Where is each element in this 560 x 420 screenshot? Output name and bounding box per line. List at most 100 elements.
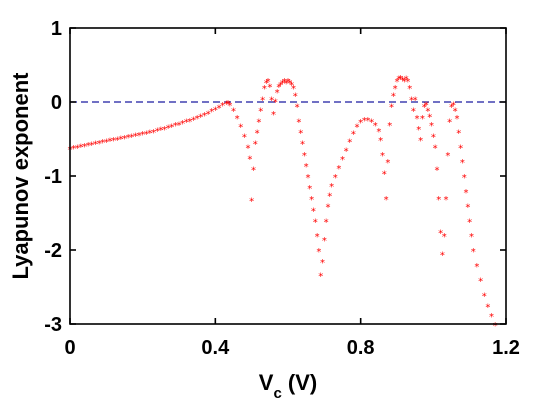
data-point: *: [355, 123, 360, 134]
data-point: *: [358, 118, 363, 129]
data-point: *: [322, 236, 327, 247]
data-point: *: [482, 291, 487, 302]
data-point: *: [296, 118, 301, 129]
data-points-layer: ****************************************…: [68, 74, 498, 332]
x-axis-unit: (V): [282, 370, 317, 395]
data-point: *: [340, 155, 345, 166]
data-point: *: [420, 114, 425, 125]
data-point: *: [454, 114, 459, 125]
data-point: *: [177, 120, 182, 131]
data-point: *: [318, 271, 323, 282]
data-point: *: [260, 95, 265, 106]
data-point: *: [213, 106, 218, 117]
data-point: *: [378, 136, 383, 147]
data-point: *: [451, 100, 456, 111]
data-point: *: [365, 116, 370, 127]
y-axis-title: Lyapunov exponent: [8, 72, 33, 280]
x-axis-title: Vc (V): [259, 370, 317, 402]
data-point: *: [282, 77, 287, 88]
data-point: *: [449, 103, 454, 114]
data-point: *: [407, 84, 412, 95]
data-point: *: [384, 195, 389, 206]
data-point: *: [316, 247, 321, 258]
data-point: *: [329, 182, 334, 193]
data-point: *: [289, 81, 294, 92]
data-point: *: [456, 129, 461, 140]
data-point: *: [387, 121, 392, 132]
data-point: *: [369, 118, 374, 129]
data-point: *: [462, 173, 467, 184]
data-point: *: [434, 166, 439, 177]
data-point: *: [431, 132, 436, 143]
data-point: *: [396, 75, 401, 86]
data-point: *: [202, 111, 207, 122]
data-point: *: [400, 75, 405, 86]
data-point: *: [398, 74, 403, 85]
data-point: *: [100, 138, 105, 149]
data-point: *: [474, 262, 479, 273]
data-point: *: [304, 162, 309, 173]
data-point: *: [137, 131, 142, 142]
y-tick-label: 0: [51, 92, 62, 114]
data-point: *: [169, 123, 174, 134]
data-point: *: [385, 158, 390, 169]
x-axis-subscript: c: [273, 385, 281, 402]
data-point: *: [305, 173, 310, 184]
data-point: *: [144, 129, 149, 140]
data-point: *: [284, 79, 289, 90]
data-point: *: [151, 128, 156, 139]
x-tick-label: 0.4: [201, 337, 230, 359]
data-point: *: [453, 106, 458, 117]
data-point: *: [444, 195, 449, 206]
data-point: *: [82, 142, 87, 153]
data-point: *: [300, 140, 305, 151]
data-point: *: [71, 144, 76, 155]
data-point: *: [362, 116, 367, 127]
data-point: *: [276, 83, 281, 94]
x-tick-labels: 0 0.4 0.8 1.2: [64, 337, 519, 359]
data-point: *: [246, 143, 251, 154]
data-point: *: [467, 217, 472, 228]
data-point: *: [315, 232, 320, 243]
data-point: *: [129, 132, 134, 143]
data-point: *: [226, 99, 231, 110]
data-point: *: [198, 112, 203, 123]
data-point: *: [280, 78, 285, 89]
data-point: *: [324, 217, 329, 228]
data-point: *: [425, 106, 430, 117]
data-point: *: [427, 112, 432, 123]
data-point: *: [393, 84, 398, 95]
data-point: *: [140, 130, 145, 141]
x-tick-label: 1.2: [492, 337, 520, 359]
data-point: *: [295, 103, 300, 114]
data-point: *: [107, 137, 112, 148]
data-point: *: [351, 129, 356, 140]
data-point: *: [422, 103, 427, 114]
data-point: *: [471, 247, 476, 258]
data-point: *: [133, 132, 138, 143]
data-point: *: [126, 133, 131, 144]
data-point: *: [424, 100, 429, 111]
data-point: *: [436, 195, 441, 206]
data-point: *: [405, 77, 410, 88]
data-point: *: [411, 106, 416, 117]
data-point: *: [242, 132, 247, 143]
y-tick-label: -2: [44, 240, 62, 262]
x-axis-main: V: [259, 370, 274, 395]
data-point: *: [493, 321, 498, 332]
data-point: *: [478, 277, 483, 288]
data-point: *: [249, 197, 254, 208]
data-point: *: [313, 217, 318, 228]
data-point: *: [220, 101, 225, 112]
data-point: *: [147, 129, 152, 140]
data-point: *: [271, 110, 276, 121]
data-point: *: [389, 103, 394, 114]
data-point: *: [104, 137, 109, 148]
data-point: *: [173, 121, 178, 132]
data-point: *: [158, 126, 163, 137]
data-point: *: [409, 95, 414, 106]
data-point: *: [253, 140, 258, 151]
y-tick-labels: 1 0 -1 -2 -3: [44, 18, 62, 336]
data-point: *: [344, 146, 349, 157]
data-point: *: [187, 117, 192, 128]
